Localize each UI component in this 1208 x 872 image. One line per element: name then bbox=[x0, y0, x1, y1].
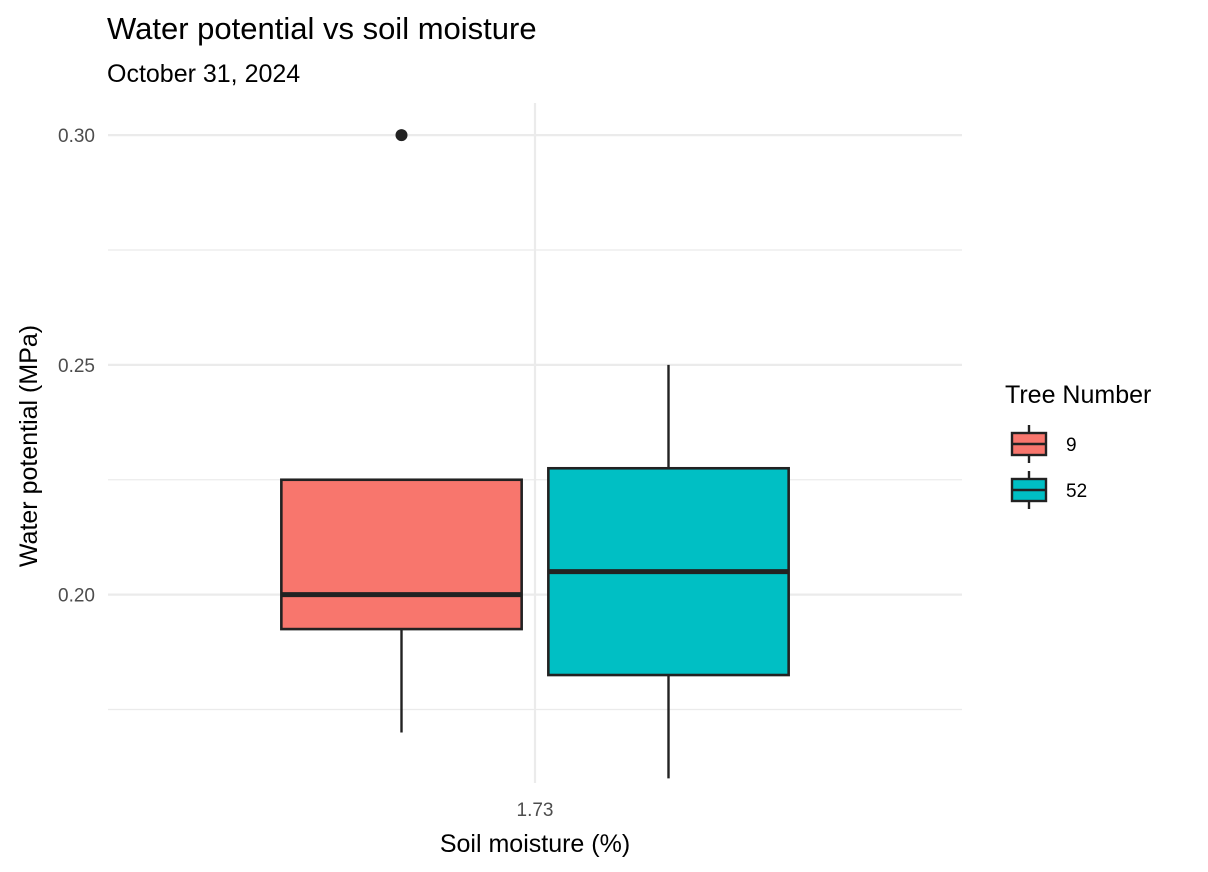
box-iqr bbox=[280, 478, 523, 631]
chart-subtitle: October 31, 2024 bbox=[107, 60, 300, 88]
x-axis-ticks: 1.73 bbox=[517, 800, 554, 821]
y-tick-label: 0.30 bbox=[58, 126, 95, 147]
x-axis-title: Soil moisture (%) bbox=[440, 830, 630, 858]
grid-lines bbox=[108, 103, 962, 783]
legend-item-52: 52 bbox=[1010, 471, 1087, 509]
legend-label: 52 bbox=[1066, 481, 1087, 502]
box-9 bbox=[280, 129, 523, 733]
y-axis-title: Water potential (MPa) bbox=[15, 325, 43, 567]
x-tick-label: 1.73 bbox=[517, 800, 554, 821]
legend-title: Tree Number bbox=[1005, 381, 1151, 409]
outlier-point bbox=[395, 129, 408, 142]
legend-item-9: 9 bbox=[1010, 425, 1077, 463]
legend-label: 9 bbox=[1066, 435, 1077, 456]
legend: Tree Number 9 52 bbox=[1005, 381, 1151, 509]
box-52 bbox=[547, 364, 790, 779]
y-tick-label: 0.20 bbox=[58, 586, 95, 607]
box-series bbox=[280, 129, 790, 779]
chart-title: Water potential vs soil moisture bbox=[107, 11, 537, 46]
y-tick-label: 0.25 bbox=[58, 356, 95, 377]
y-axis-ticks: 0.20 0.25 0.30 bbox=[58, 126, 95, 606]
